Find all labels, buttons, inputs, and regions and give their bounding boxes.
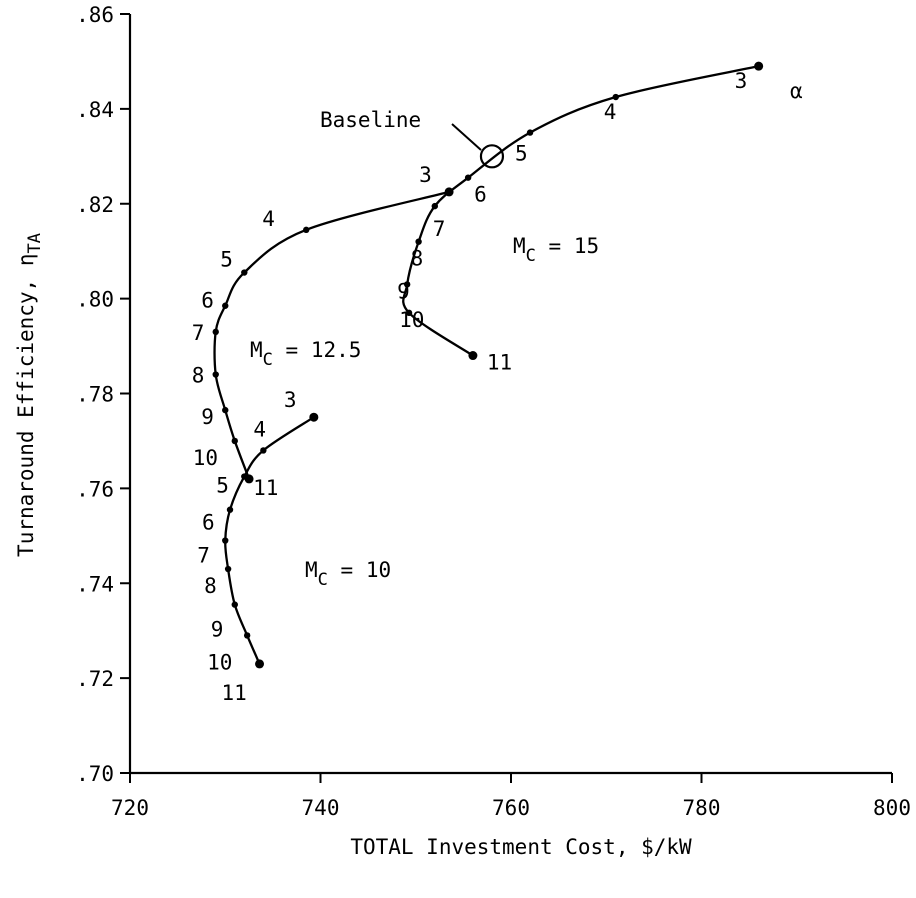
tick-labels: .70 .72 .74 .76 .78 .80 .82 .84 .86 720 740 760 780 8… (76, 3, 911, 820)
data-point (222, 302, 229, 309)
series-label-mc15-sub: C (526, 246, 536, 266)
data-point (431, 202, 438, 210)
y-axis-title-sub: TA (25, 233, 45, 253)
point-label: 8 (192, 364, 205, 388)
point-label: 5 (216, 474, 229, 498)
point-label: 5 (515, 142, 528, 166)
point-label: 10 (207, 650, 232, 674)
x-axis-title: TOTAL Investment Cost, $/kW (350, 835, 692, 859)
data-point (231, 437, 238, 445)
data-point (468, 351, 478, 361)
x-tick-label: 800 (873, 796, 911, 820)
point-label: 6 (201, 289, 214, 313)
x-tick-label: 760 (492, 796, 530, 820)
y-tick-label: .76 (76, 477, 114, 501)
data-point (260, 447, 267, 454)
data-point (212, 328, 219, 336)
point-label: 10 (193, 446, 218, 470)
data-point (415, 238, 422, 245)
point-label: 3 (284, 388, 297, 412)
data-point (212, 371, 219, 378)
series-label-mc10: MC = 10 (305, 558, 391, 590)
point-label: 7 (197, 544, 210, 568)
data-point (255, 659, 265, 669)
baseline-label: Baseline (320, 108, 421, 132)
y-tick-label: .78 (76, 383, 114, 407)
point-label: 9 (201, 405, 214, 429)
y-tick-label: .82 (76, 193, 114, 217)
data-point (241, 473, 248, 480)
y-axis-title-main: Turnaround Efficiency, η (14, 254, 38, 557)
baseline-marker (479, 144, 505, 169)
data-point (303, 226, 310, 234)
point-label: 11 (253, 476, 278, 500)
series-label-mc10-sub: C (318, 570, 328, 590)
data-point (222, 537, 229, 544)
series-line (213, 190, 450, 480)
y-tick-label: .86 (76, 3, 114, 27)
data-point (403, 281, 411, 288)
point-label: 8 (204, 574, 217, 598)
data-point (231, 601, 238, 608)
y-tick-label: .80 (76, 288, 114, 312)
data-point (612, 93, 619, 101)
point-label: 4 (253, 417, 266, 441)
data-point (224, 565, 232, 573)
x-tick-label: 720 (111, 796, 149, 820)
series-label-mc125: MC = 12.5 (250, 338, 361, 370)
data-point (526, 129, 534, 136)
point-label: 11 (222, 681, 247, 705)
series-label-mc15: MC = 15 (513, 234, 599, 266)
y-tick-label: .74 (76, 572, 114, 596)
point-label: 4 (262, 207, 275, 231)
point-label: 3 (735, 69, 748, 93)
data-point (754, 61, 764, 71)
baseline-leader-line (451, 123, 482, 151)
data-point (309, 412, 319, 422)
axes (128, 14, 892, 775)
data-point (241, 269, 248, 276)
point-label: 9 (397, 279, 410, 303)
point-label: 6 (202, 511, 215, 535)
alpha-symbol: α (790, 79, 803, 103)
series-label-mc10-suffix: = 10 (328, 558, 391, 582)
data-point (444, 187, 454, 197)
point-label: 3 (419, 163, 432, 187)
data-point (243, 632, 251, 639)
x-tick-label: 780 (683, 796, 721, 820)
data-point (464, 174, 472, 181)
point-label: 7 (192, 321, 205, 345)
ticks (120, 13, 893, 783)
point-label: 8 (411, 247, 424, 271)
series-layer (212, 61, 764, 669)
data-point (226, 506, 234, 513)
data-point (405, 309, 413, 317)
y-tick-label: .70 (76, 762, 114, 786)
point-label: 6 (474, 183, 487, 207)
series-label-mc10-prefix: M (305, 558, 318, 582)
series-label-mc125-prefix: M (250, 338, 263, 362)
data-point (222, 406, 229, 414)
x-tick-label: 740 (302, 796, 340, 820)
series-label-mc15-prefix: M (513, 234, 526, 258)
point-label: 9 (211, 618, 224, 642)
series-label-mc125-sub: C (263, 350, 273, 370)
series-line (402, 65, 759, 357)
point-label: 5 (220, 248, 233, 272)
y-axis-title: Turnaround Efficiency, ηTA (14, 233, 45, 557)
series-label-mc15-suffix: = 15 (536, 234, 599, 258)
series-label-mc125-suffix: = 12.5 (273, 338, 362, 362)
point-label: 10 (399, 308, 424, 332)
y-tick-label: .84 (76, 98, 114, 122)
point-label: 7 (433, 217, 446, 241)
y-tick-label: .72 (76, 667, 114, 691)
point-label: 4 (604, 100, 617, 124)
point-label: 11 (487, 351, 512, 375)
